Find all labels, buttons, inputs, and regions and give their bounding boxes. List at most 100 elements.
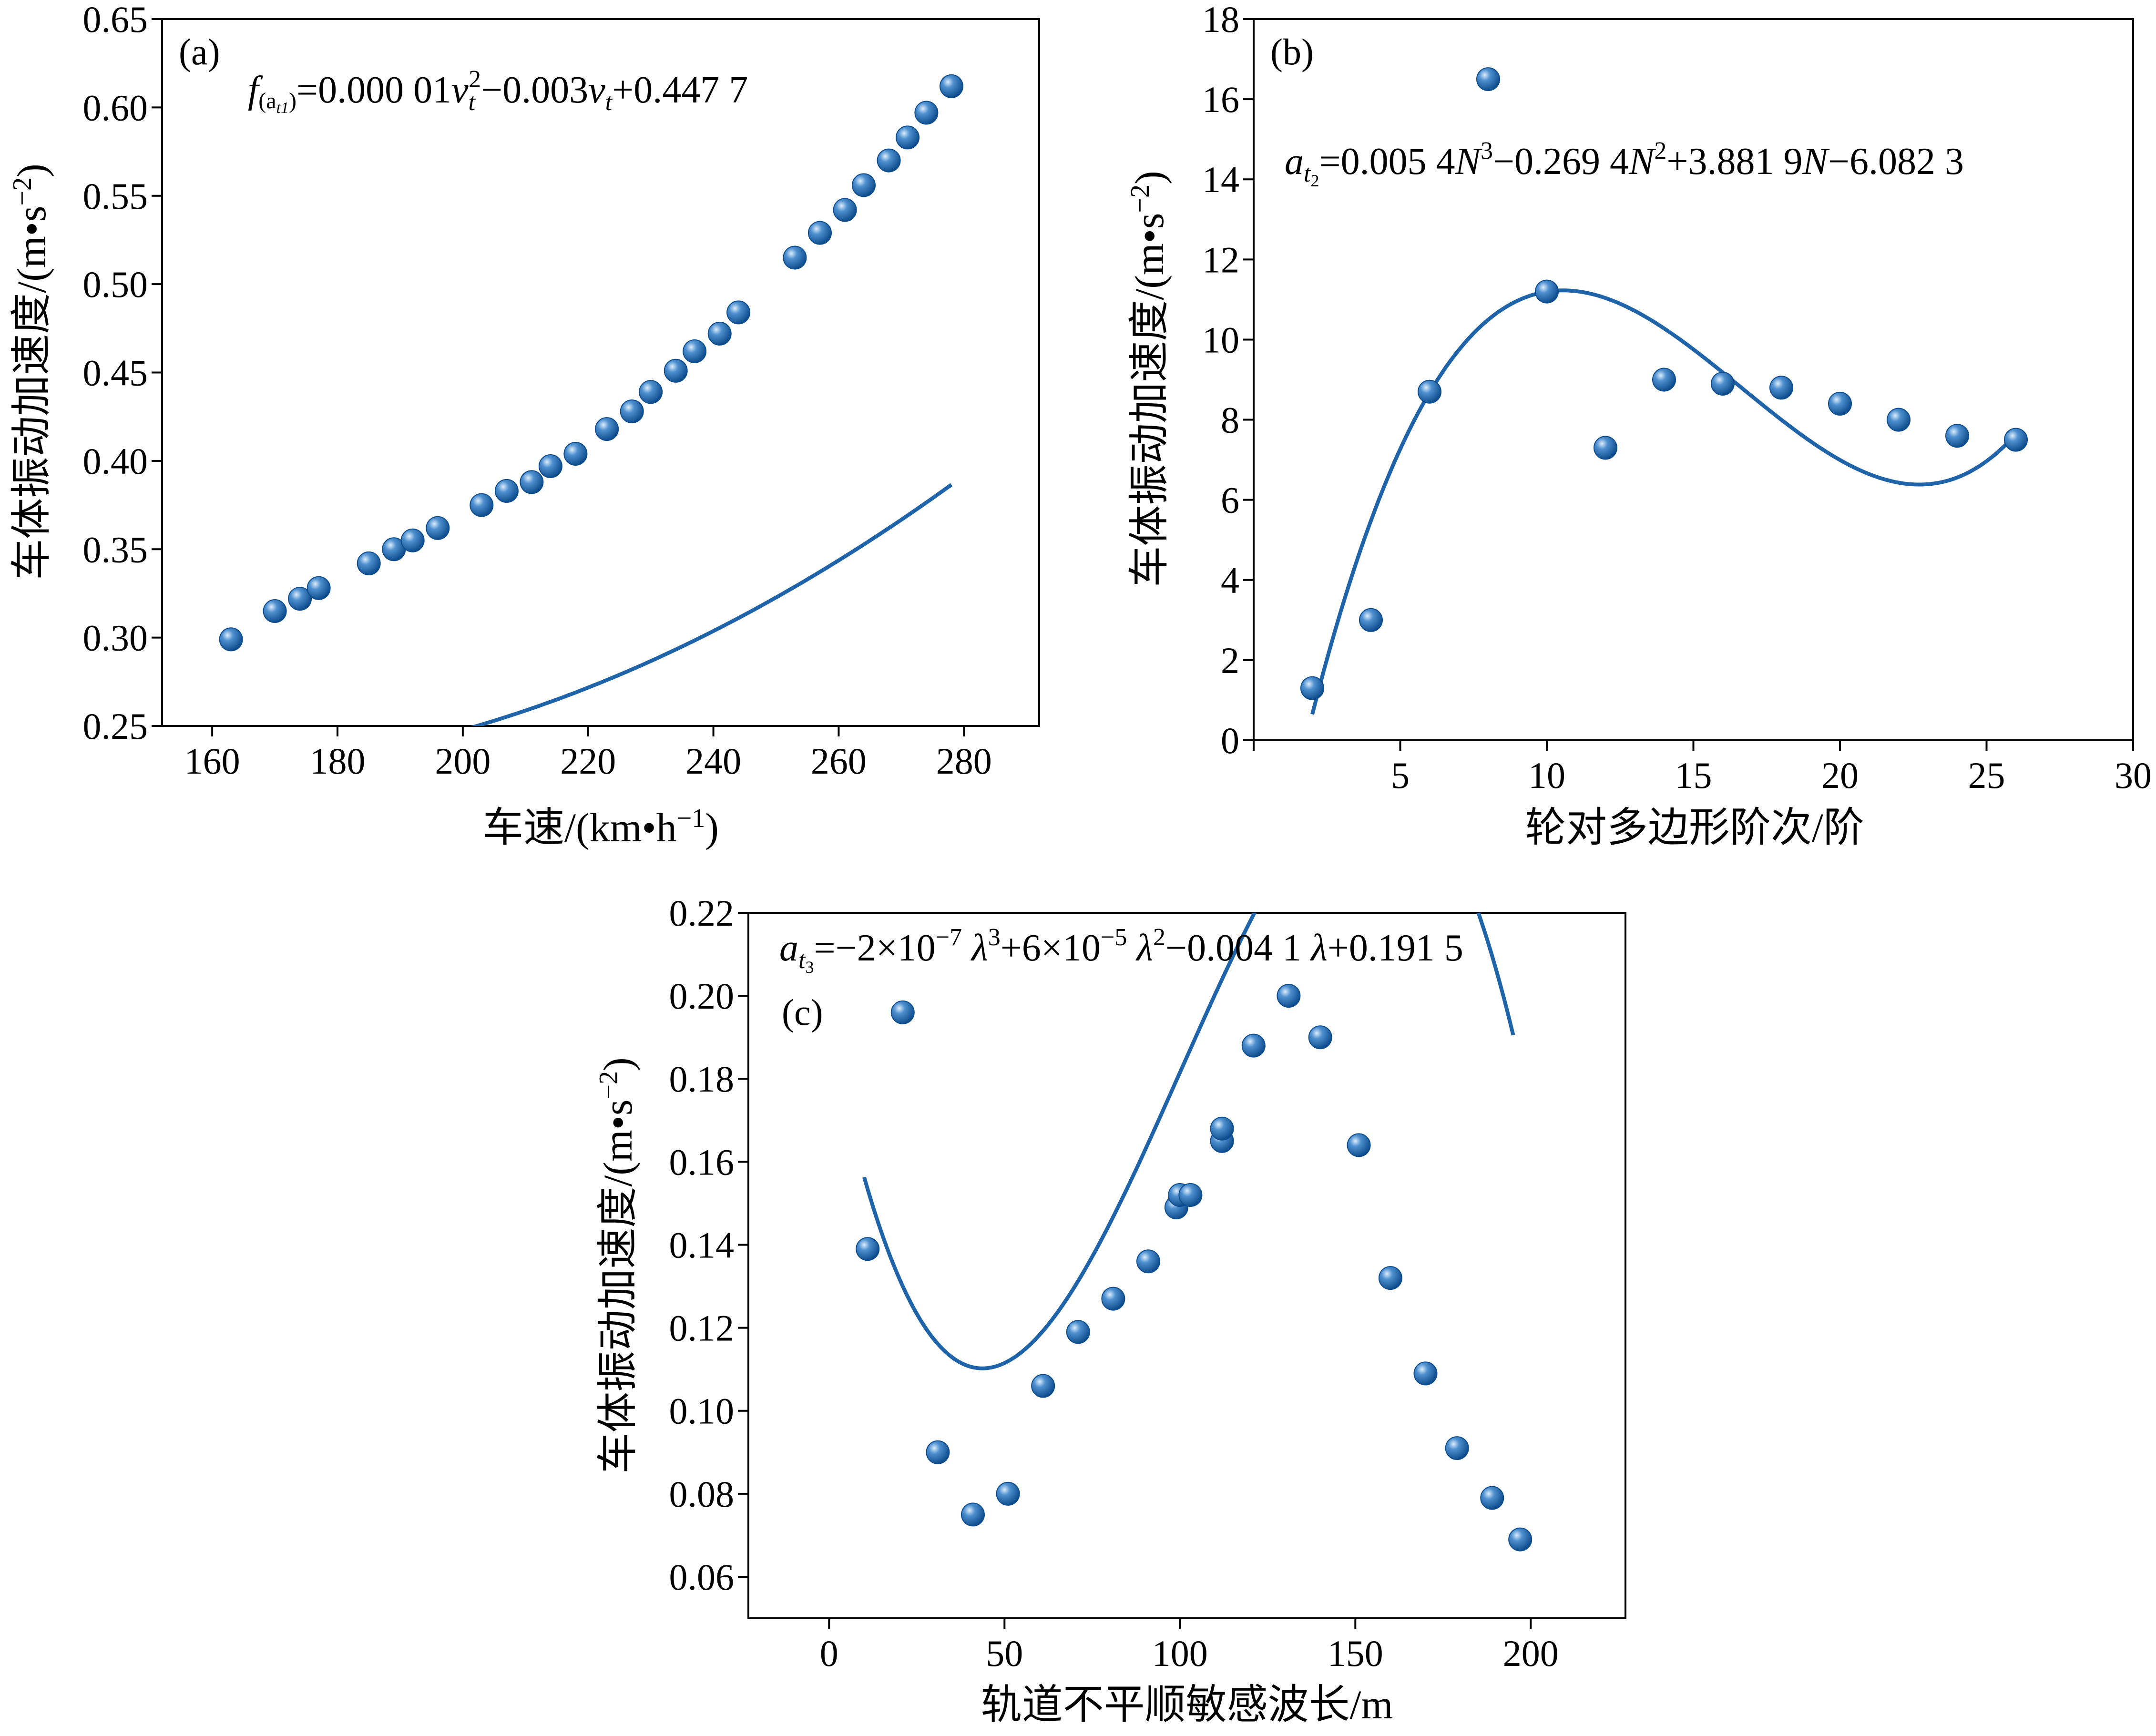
y-tick-label-c: 0.08 — [669, 1473, 735, 1515]
data-points-b — [1300, 67, 2028, 700]
y-tick-label-a: 0.35 — [83, 529, 148, 570]
panel-label-a: (a) — [179, 31, 220, 72]
y-tick-label-a: 0.30 — [83, 617, 148, 659]
data-point-a-24 — [877, 148, 901, 173]
x-axis-title-b: 轮对多边形阶次/阶 — [1525, 805, 1864, 850]
data-point-a-1 — [263, 599, 287, 623]
data-point-c-19 — [1413, 1361, 1438, 1386]
y-tick-label-a: 0.55 — [83, 175, 148, 217]
data-point-a-11 — [538, 454, 562, 478]
y-tick-label-c: 0.14 — [669, 1224, 735, 1266]
data-point-b-7 — [1711, 371, 1735, 396]
y-tick-label-c: 0.20 — [669, 975, 735, 1017]
x-tick-label-c: 50 — [986, 1633, 1023, 1674]
y-tick-label-a: 0.60 — [83, 87, 148, 128]
y-tick-label-c: 0.06 — [669, 1556, 735, 1598]
data-point-c-17 — [1347, 1133, 1371, 1157]
x-tick-label-c: 200 — [1503, 1633, 1559, 1674]
y-tick-label-a: 0.25 — [83, 705, 148, 747]
x-tick-label-c: 0 — [820, 1633, 838, 1674]
data-point-a-19 — [726, 300, 751, 325]
x-axis-title-c: 轨道不平顺敏感波长/m — [981, 1682, 1393, 1727]
data-point-c-0 — [856, 1237, 880, 1261]
data-point-c-18 — [1378, 1266, 1402, 1290]
fit-line-a — [470, 483, 953, 726]
x-tick-label-a: 200 — [435, 740, 490, 782]
data-point-a-0 — [219, 627, 243, 652]
data-point-c-16 — [1308, 1025, 1332, 1050]
x-tick-label-a: 220 — [560, 740, 616, 782]
data-point-a-17 — [683, 339, 707, 363]
y-tick-label-b: 0 — [1221, 720, 1239, 761]
data-point-a-21 — [808, 221, 832, 245]
data-point-a-14 — [620, 399, 644, 424]
data-point-c-15 — [1277, 984, 1301, 1008]
data-point-a-10 — [520, 470, 544, 494]
fit-line-c — [862, 913, 1515, 1370]
data-point-b-6 — [1652, 368, 1676, 392]
data-point-a-23 — [852, 173, 876, 197]
formula-c: at3=−2×10−7 λ3+6×10−5 λ2−0.004 1 λ+0.191… — [779, 924, 1463, 977]
formula-a: f(at1)=0.000 01vt2−0.003vt+0.447 7 — [248, 66, 748, 117]
data-point-a-13 — [595, 417, 619, 441]
y-tick-label-b: 6 — [1221, 480, 1239, 521]
x-tick-label-c: 150 — [1328, 1633, 1383, 1674]
data-point-b-8 — [1769, 376, 1793, 400]
chart-panel-c: 0 50 100 150 200 0.06 0.08 0.10 0.12 0.14 0.16 0.18… — [594, 892, 1626, 1727]
tick-marks-c: 0 50 100 150 200 0.06 0.08 0.10 0.12 0.14 0.16 0.18… — [669, 892, 1559, 1674]
data-point-a-26 — [914, 101, 939, 125]
data-point-c-5 — [1031, 1374, 1055, 1398]
y-axis-title-b: 车体振动加速度/(m•s−2) — [1125, 171, 1172, 587]
x-tick-label-b: 10 — [1528, 755, 1565, 796]
fit-curve-b — [1310, 288, 2017, 715]
data-point-a-20 — [783, 245, 807, 270]
data-point-a-25 — [896, 125, 920, 150]
data-point-c-1 — [890, 1000, 915, 1024]
data-point-a-9 — [494, 479, 519, 503]
y-tick-label-a: 0.45 — [83, 352, 148, 394]
data-point-a-18 — [707, 321, 732, 346]
data-point-b-3 — [1476, 67, 1500, 92]
data-points-a — [219, 74, 963, 652]
fit-curve-a — [470, 483, 953, 726]
chart-panel-a: 160 180 200 220 240 260 280 0.25 0.30 0.35 0.40 0.4… — [8, 0, 1040, 850]
data-point-c-6 — [1066, 1320, 1090, 1344]
y-axis-title-c: 车体振动加速度/(m•s−2) — [594, 1057, 641, 1473]
y-tick-label-c: 0.22 — [669, 892, 735, 934]
panel-label-b: (b) — [1270, 31, 1314, 72]
plot-area-b — [1253, 18, 2134, 741]
y-tick-label-c: 0.12 — [669, 1307, 735, 1349]
plot-area-c — [747, 912, 1626, 1619]
x-tick-label-b: 20 — [1821, 755, 1859, 796]
x-tick-label-a: 260 — [811, 740, 867, 782]
data-point-c-4 — [996, 1481, 1020, 1506]
data-point-c-20 — [1445, 1436, 1469, 1460]
x-tick-label-b: 25 — [1968, 755, 2005, 796]
x-tick-label-b: 30 — [2115, 755, 2152, 796]
data-point-b-0 — [1300, 676, 1324, 700]
formula-b: at2=0.005 4N3−0.269 4N2+3.881 9N−6.082 3 — [1285, 137, 1964, 190]
fit-curve-c — [862, 913, 1515, 1370]
data-point-c-14 — [1241, 1033, 1266, 1058]
data-point-a-7 — [426, 516, 450, 540]
x-tick-label-a: 280 — [936, 740, 992, 782]
data-point-c-11 — [1178, 1183, 1203, 1207]
data-point-a-6 — [400, 528, 425, 552]
data-point-b-4 — [1535, 279, 1559, 304]
x-tick-label-b: 5 — [1391, 755, 1410, 796]
data-point-a-4 — [357, 551, 381, 575]
y-tick-label-a: 0.50 — [83, 264, 148, 305]
data-point-a-16 — [664, 358, 688, 383]
data-points-c — [856, 984, 1533, 1552]
data-point-b-9 — [1828, 391, 1852, 416]
data-point-b-2 — [1418, 379, 1441, 404]
y-axis-title-a: 车体振动加速度/(m•s−2) — [8, 163, 54, 580]
data-point-b-1 — [1359, 608, 1383, 632]
data-point-a-2 — [288, 587, 312, 611]
x-tick-label-b: 15 — [1675, 755, 1712, 796]
y-tick-label-c: 0.18 — [669, 1058, 735, 1100]
panel-label-c: (c) — [782, 991, 823, 1033]
y-tick-label-b: 14 — [1202, 159, 1239, 200]
data-point-c-8 — [1136, 1249, 1160, 1274]
